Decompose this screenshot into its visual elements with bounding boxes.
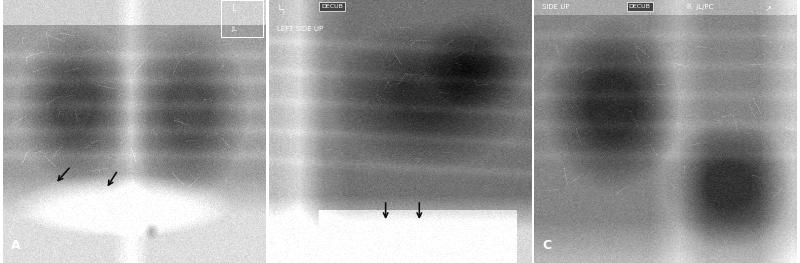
Text: C: C bbox=[542, 240, 551, 252]
Text: L: L bbox=[231, 4, 236, 13]
Text: DECUB: DECUB bbox=[629, 4, 650, 9]
Text: JL: JL bbox=[231, 26, 238, 32]
Text: └┐: └┐ bbox=[277, 4, 286, 13]
Text: R  JL/PC: R JL/PC bbox=[686, 4, 713, 10]
Text: ↗: ↗ bbox=[766, 4, 772, 13]
Text: LEFT SIDE UP: LEFT SIDE UP bbox=[277, 26, 322, 32]
Text: DECUB: DECUB bbox=[322, 4, 343, 9]
Text: A: A bbox=[11, 240, 21, 252]
Text: SIDE UP: SIDE UP bbox=[542, 4, 570, 10]
Text: B: B bbox=[277, 240, 286, 252]
